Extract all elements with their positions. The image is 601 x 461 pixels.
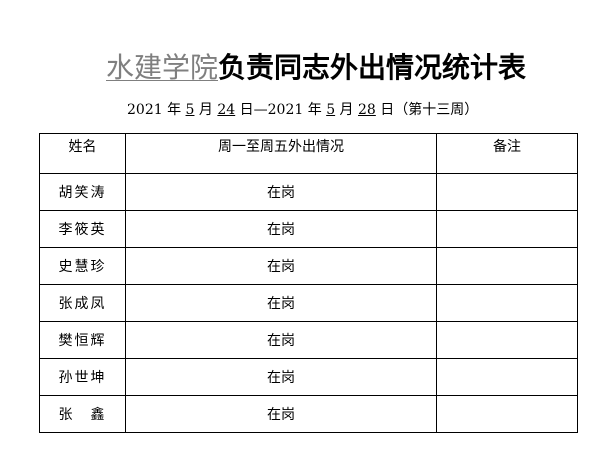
table-row: 张 鑫在岗 bbox=[39, 395, 578, 433]
end-month: 5 bbox=[326, 102, 336, 118]
note-cell bbox=[436, 247, 578, 285]
status-cell: 在岗 bbox=[125, 173, 437, 211]
table-row: 胡笑涛 在岗 bbox=[39, 173, 578, 211]
table-row: 孙世坤 在岗 bbox=[39, 358, 578, 396]
header-note: 备注 bbox=[436, 133, 578, 174]
status-cell: 在岗 bbox=[125, 395, 437, 433]
start-day: 24 bbox=[217, 102, 236, 118]
status-cell: 在岗 bbox=[125, 247, 437, 285]
table-row: 张成凤 在岗 bbox=[39, 284, 578, 322]
org-name: 水建学院 bbox=[106, 51, 219, 84]
status-cell: 在岗 bbox=[125, 284, 437, 322]
note-cell bbox=[436, 284, 578, 322]
note-cell bbox=[436, 321, 578, 359]
text: 日—2021 年 bbox=[235, 102, 327, 118]
date-range: 2021 年 5 月 24 日—2021 年 5 月 28 日（第十三周） bbox=[127, 99, 478, 119]
start-year: 2021 bbox=[127, 102, 163, 118]
table-row: 史慧珍 在岗 bbox=[39, 247, 578, 285]
start-month: 5 bbox=[185, 102, 195, 118]
header-name: 姓名 bbox=[39, 133, 126, 174]
name-cell: 樊恒辉 bbox=[39, 321, 126, 359]
status-cell: 在岗 bbox=[125, 321, 437, 359]
header-status: 周一至周五外出情况 bbox=[125, 133, 437, 174]
status-cell: 在岗 bbox=[125, 210, 437, 248]
text: 日（第十三周） bbox=[375, 102, 479, 118]
name-cell: 史慧珍 bbox=[39, 247, 126, 285]
table-row: 樊恒辉 在岗 bbox=[39, 321, 578, 359]
attendance-table: 姓名 周一至周五外出情况 备注 胡笑涛 在岗 李筱英 在岗 史慧珍 在岗 张成凤 在岗 … bbox=[39, 133, 578, 433]
name-cell: 张 鑫 bbox=[39, 395, 126, 433]
name-cell: 李筱英 bbox=[39, 210, 126, 248]
page-title: 水建学院负责同志外出情况统计表 bbox=[106, 46, 526, 86]
note-cell bbox=[436, 358, 578, 396]
note-cell bbox=[436, 395, 578, 433]
name-cell: 孙世坤 bbox=[39, 358, 126, 396]
name-cell: 胡笑涛 bbox=[39, 173, 126, 211]
name-cell: 张成凤 bbox=[39, 284, 126, 322]
text: 月 bbox=[335, 102, 359, 118]
text: 月 bbox=[194, 102, 218, 118]
end-day: 28 bbox=[358, 102, 376, 118]
status-cell: 在岗 bbox=[125, 358, 437, 396]
table-row: 李筱英 在岗 bbox=[39, 210, 578, 248]
title-text: 负责同志外出情况统计表 bbox=[218, 51, 527, 84]
text: 年 bbox=[162, 102, 186, 118]
note-cell bbox=[436, 210, 578, 248]
table-header: 姓名 周一至周五外出情况 备注 bbox=[39, 133, 578, 174]
note-cell bbox=[436, 173, 578, 211]
